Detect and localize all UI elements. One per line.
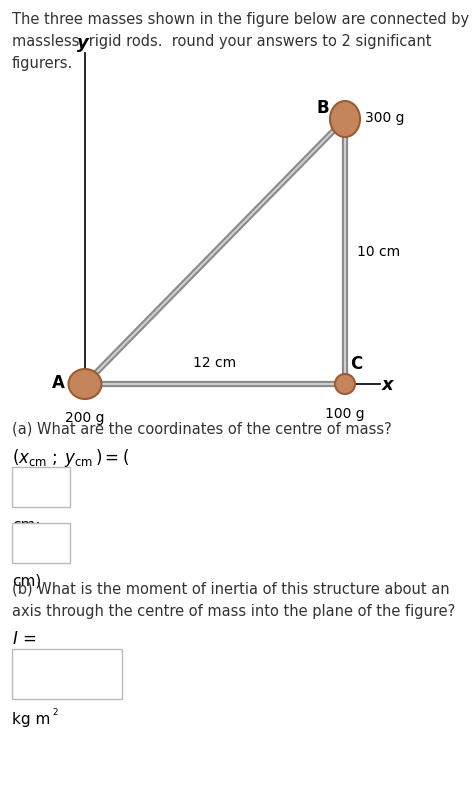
FancyBboxPatch shape (12, 468, 70, 508)
Text: $^2$: $^2$ (52, 707, 59, 720)
Text: x: x (382, 375, 393, 394)
Text: (b) What is the moment of inertia of this structure about an
axis through the ce: (b) What is the moment of inertia of thi… (12, 581, 455, 618)
Text: A: A (52, 374, 65, 391)
Ellipse shape (335, 375, 355, 395)
Ellipse shape (69, 370, 101, 399)
Ellipse shape (330, 102, 360, 138)
Text: 200 g: 200 g (65, 411, 105, 424)
Text: 100 g: 100 g (325, 407, 365, 420)
Text: B: B (317, 99, 329, 117)
Text: 300 g: 300 g (365, 111, 404, 125)
FancyBboxPatch shape (12, 524, 70, 563)
Text: kg m: kg m (12, 711, 50, 726)
FancyBboxPatch shape (12, 649, 122, 699)
Text: (a) What are the coordinates of the centre of mass?: (a) What are the coordinates of the cent… (12, 422, 392, 436)
Text: y: y (77, 34, 89, 51)
Text: cm;: cm; (12, 517, 40, 533)
Text: cm): cm) (12, 573, 41, 588)
Text: 12 cm: 12 cm (193, 355, 237, 370)
Text: The three masses shown in the figure below are connected by
massless, rigid rods: The three masses shown in the figure bel… (12, 12, 469, 71)
Text: $(x_{\rm cm}\;;\;y_{\rm cm}\,) = ($: $(x_{\rm cm}\;;\;y_{\rm cm}\,) = ($ (12, 447, 129, 468)
Text: 10 cm: 10 cm (357, 245, 400, 259)
Text: C: C (350, 354, 362, 373)
Text: $I\,=$: $I\,=$ (12, 630, 37, 647)
